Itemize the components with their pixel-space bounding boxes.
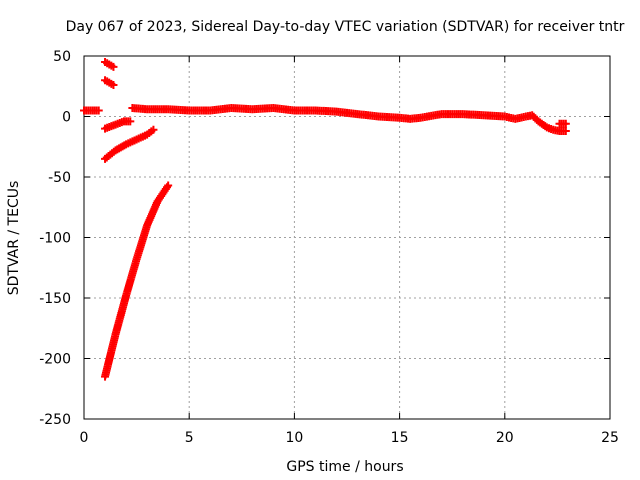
data-series xyxy=(80,106,103,115)
data-series xyxy=(128,104,570,136)
x-tick-label: 25 xyxy=(601,430,619,446)
x-tick-label: 15 xyxy=(391,430,409,446)
data-series xyxy=(101,76,118,90)
x-tick-label: 0 xyxy=(80,430,89,446)
y-tick-label: 0 xyxy=(62,110,71,126)
data-point xyxy=(126,117,135,126)
x-tick-label: 5 xyxy=(185,430,194,446)
data-series xyxy=(101,58,118,71)
data-point xyxy=(164,181,173,190)
data-point xyxy=(94,106,103,115)
data-series xyxy=(101,125,158,163)
y-tick-label: -250 xyxy=(39,412,71,428)
data-point xyxy=(561,127,570,136)
x-tick-label: 20 xyxy=(496,430,514,446)
y-tick-label: -150 xyxy=(39,291,71,307)
data-point xyxy=(149,125,158,134)
y-tick-label: -50 xyxy=(48,170,71,186)
data-point xyxy=(109,62,118,71)
y-axis-label: SDTVAR / TECUs xyxy=(6,181,22,296)
data-series xyxy=(101,181,173,381)
y-tick-label: -200 xyxy=(39,352,71,368)
data-point xyxy=(109,81,118,90)
data-series xyxy=(101,117,135,133)
chart-title: Day 067 of 2023, Sidereal Day-to-day VTE… xyxy=(66,19,625,35)
x-tick-label: 10 xyxy=(285,430,303,446)
y-tick-label: 50 xyxy=(53,49,71,65)
data-points xyxy=(80,58,570,381)
x-axis-label: GPS time / hours xyxy=(286,459,403,475)
y-tick-label: -100 xyxy=(39,231,71,247)
data-series xyxy=(555,119,570,128)
axis-ticks: 0 5 10 15 20 25 -250 -200 -150 -100 -50 0 50 xyxy=(39,49,619,446)
data-point xyxy=(561,119,570,128)
